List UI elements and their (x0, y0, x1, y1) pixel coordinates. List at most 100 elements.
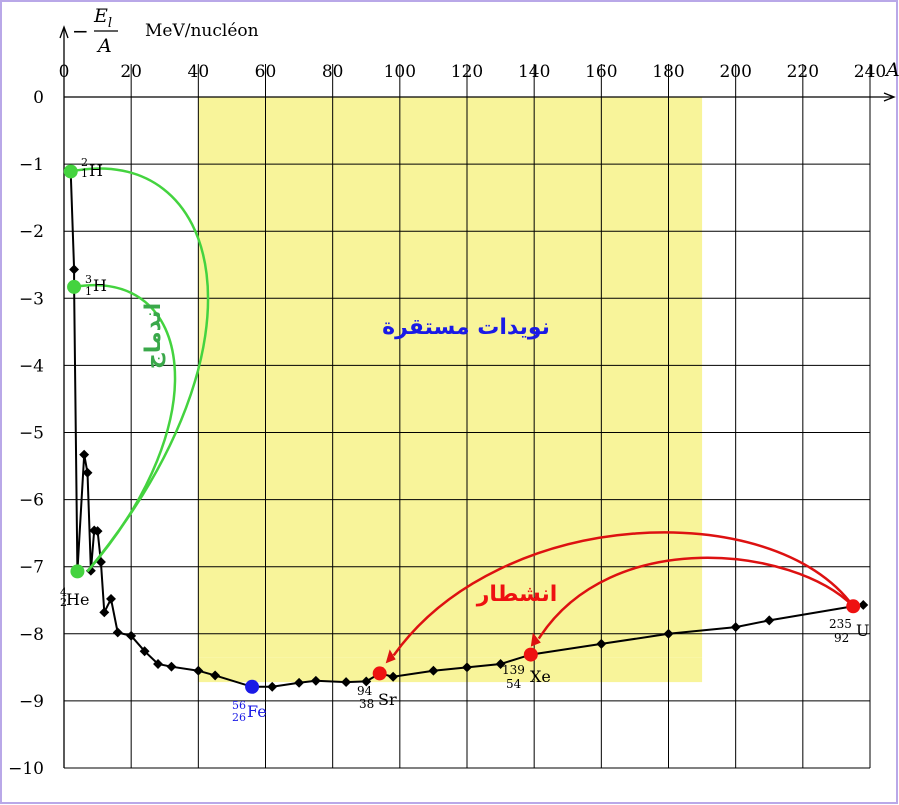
fe-z: 26 (232, 711, 246, 724)
data-point (193, 665, 204, 676)
he4-z: 2 (60, 596, 67, 609)
data-point (126, 630, 137, 641)
x-tick-label: 140 (518, 62, 550, 82)
x-tick-label: 60 (255, 62, 277, 82)
data-point (495, 659, 506, 669)
data-point (858, 599, 869, 610)
data-point (267, 681, 278, 692)
isotope-label-fe: 56 26 Fe (232, 699, 267, 724)
data-point (730, 622, 741, 633)
y-tick-label: −8 (19, 625, 44, 645)
h2-mass: 2 (81, 156, 88, 169)
isotope-label-u: 235 92 U (829, 617, 869, 645)
y-tick-label: −4 (19, 356, 44, 376)
fe-mass: 56 (232, 699, 246, 712)
data-point (663, 628, 674, 639)
xe-mass: 139 (502, 663, 525, 677)
y-tick-label: −5 (19, 424, 44, 444)
y-tick-label: −3 (19, 289, 44, 309)
y-axis-minus: − (72, 19, 89, 43)
y-tick-label: −9 (19, 692, 44, 712)
data-point (428, 665, 439, 676)
data-point (596, 638, 607, 649)
fusion-label: اندماج (141, 303, 166, 369)
isotope-label-sr: 94 38 Sr (357, 684, 397, 711)
y-axis-arrowhead (59, 25, 69, 39)
x-tick-label: 0 (59, 62, 70, 82)
data-point (99, 607, 110, 618)
y-axis-unit: MeV/nucléon (145, 21, 259, 41)
data-point (139, 646, 150, 657)
highlight-point (846, 599, 861, 614)
fission-arrowhead-sr (385, 649, 396, 664)
highlight-point (67, 279, 82, 294)
y-tick-label: 0 (33, 88, 44, 108)
data-point (153, 659, 163, 669)
x-tick-label: 100 (384, 62, 416, 82)
data-point (462, 662, 472, 673)
fission-label: انشطار (476, 582, 558, 607)
data-point (361, 676, 372, 687)
x-tick-label: 180 (652, 62, 684, 82)
h3-mass: 3 (85, 273, 92, 286)
h2-z: 1 (81, 167, 88, 180)
sr-z: 38 (359, 697, 374, 711)
highlight-point (70, 564, 85, 579)
x-tick-label: 240 (854, 62, 886, 82)
sr-symbol: Sr (378, 690, 397, 709)
x-tick-label: 200 (719, 62, 751, 82)
x-tick-label: 120 (451, 62, 483, 82)
y-tick-label: −6 (19, 491, 44, 511)
data-point (310, 675, 321, 686)
fission-arrowhead-xe (530, 632, 541, 647)
xe-z: 54 (506, 677, 522, 691)
h3-symbol: H (93, 276, 107, 295)
data-point (166, 661, 177, 672)
he4-mass: 4 (60, 586, 67, 599)
y-axis-denominator: A (96, 35, 112, 57)
x-tick-label: 20 (120, 62, 142, 82)
sr-mass: 94 (357, 684, 373, 698)
y-axis-label: − El A MeV/nucléon (72, 5, 259, 57)
data-point (85, 565, 96, 576)
data-point (294, 677, 305, 688)
u-mass: 235 (829, 617, 852, 631)
fusion-arc-h3 (73, 283, 177, 573)
y-tick-label: −2 (19, 222, 44, 242)
y-tick-label: −7 (19, 558, 44, 578)
h2-symbol: H (89, 161, 103, 180)
fusion-arc-h2 (70, 167, 210, 573)
fission-arc-sr (392, 531, 855, 657)
stable-region-label: نويدات مستقرة (382, 315, 550, 340)
fission-arc-xe (537, 556, 855, 640)
data-point (388, 671, 399, 682)
isotope-label-xe: 139 54 Xe (502, 663, 551, 691)
data-point (106, 593, 116, 604)
x-axis-arrowhead (883, 92, 896, 102)
fe-symbol: Fe (247, 702, 267, 721)
u-z: 92 (834, 631, 849, 645)
x-tick-label: 40 (188, 62, 210, 82)
u-symbol: U (856, 621, 869, 640)
x-tick-label: 220 (787, 62, 819, 82)
highlight-point (63, 164, 78, 179)
y-tick-label: −1 (19, 155, 44, 175)
data-point (764, 615, 775, 626)
xe-symbol: Xe (530, 667, 551, 686)
highlight-point (523, 647, 538, 662)
data-point (341, 677, 352, 688)
x-axis-label: A (884, 59, 899, 81)
h3-z: 1 (85, 285, 92, 298)
highlight-point (372, 666, 387, 681)
he4-symbol: He (66, 590, 89, 609)
isotope-label-h2: 2 1 H (81, 156, 103, 180)
y-axis-numerator: El (93, 5, 112, 31)
isotope-label-he4: 4 2 He (60, 586, 89, 609)
data-point (210, 670, 221, 681)
highlight-point (245, 679, 260, 694)
x-tick-label: 80 (322, 62, 344, 82)
stable-region (198, 97, 703, 658)
x-tick-label: 160 (585, 62, 617, 82)
